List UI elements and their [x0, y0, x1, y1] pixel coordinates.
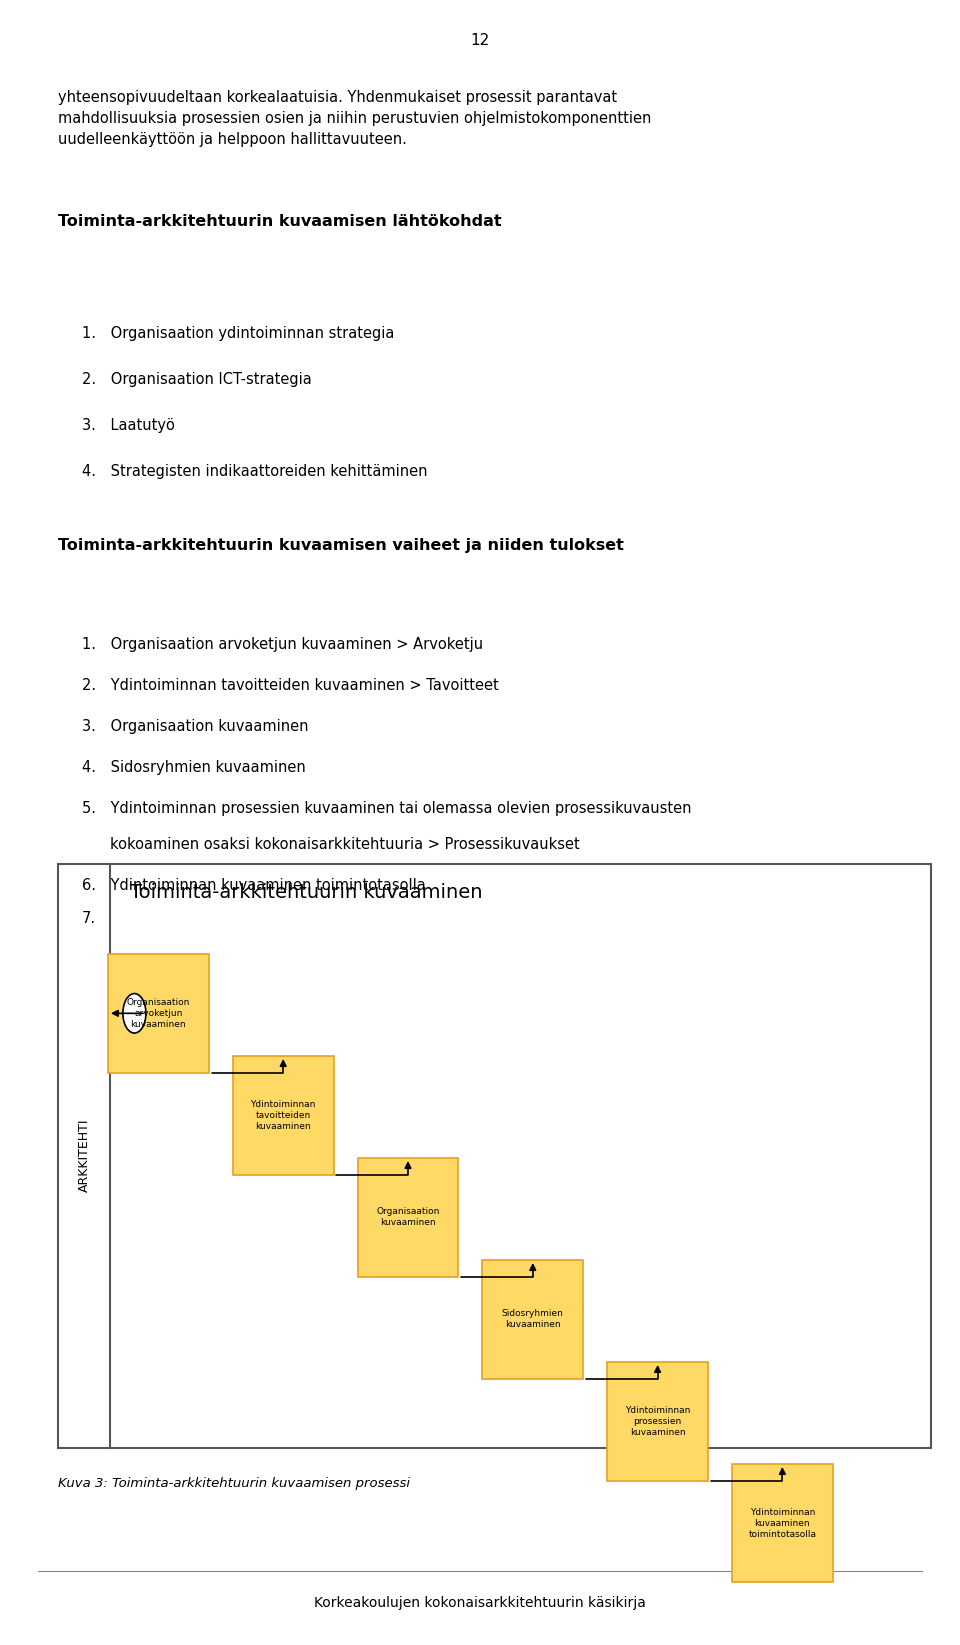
- FancyBboxPatch shape: [108, 954, 209, 1073]
- Text: Organisaation
arvoketjun
kuvaaminen: Organisaation arvoketjun kuvaaminen: [127, 999, 190, 1028]
- Text: Kuva 3: Toiminta-arkkitehtuurin kuvaamisen prosessi: Kuva 3: Toiminta-arkkitehtuurin kuvaamis…: [58, 1477, 410, 1490]
- Text: Ydintoiminnan
tavoitteiden
kuvaaminen: Ydintoiminnan tavoitteiden kuvaaminen: [251, 1101, 316, 1130]
- Text: Toiminta-arkkitehtuurin kuvaaminen: Toiminta-arkkitehtuurin kuvaaminen: [130, 883, 482, 903]
- Text: 4. Strategisten indikaattoreiden kehittäminen: 4. Strategisten indikaattoreiden kehittä…: [82, 464, 427, 479]
- Text: Korkeakoulujen kokonaisarkkitehtuurin käsikirja: Korkeakoulujen kokonaisarkkitehtuurin kä…: [314, 1596, 646, 1610]
- Text: Ydintoiminnan
kuvaaminen
toimintotasolla: Ydintoiminnan kuvaaminen toimintotasolla: [749, 1508, 816, 1538]
- FancyBboxPatch shape: [483, 1260, 584, 1379]
- FancyBboxPatch shape: [357, 1158, 459, 1277]
- Text: 12: 12: [470, 33, 490, 48]
- Text: Ydintoiminnan
prosessien
kuvaaminen: Ydintoiminnan prosessien kuvaaminen: [625, 1406, 690, 1436]
- Text: 2. Ydintoiminnan tavoitteiden kuvaaminen > Tavoitteet: 2. Ydintoiminnan tavoitteiden kuvaaminen…: [82, 678, 498, 693]
- Text: 4. Sidosryhmien kuvaaminen: 4. Sidosryhmien kuvaaminen: [82, 760, 305, 775]
- Text: 7.: 7.: [82, 911, 96, 926]
- Text: 3. Laatutyö: 3. Laatutyö: [82, 418, 175, 433]
- FancyBboxPatch shape: [608, 1362, 708, 1480]
- Text: Sidosryhmien
kuvaaminen: Sidosryhmien kuvaaminen: [502, 1309, 564, 1329]
- Text: ARKKITEHTI: ARKKITEHTI: [78, 1119, 90, 1193]
- Text: Toiminta-arkkitehtuurin kuvaamisen vaiheet ja niiden tulokset: Toiminta-arkkitehtuurin kuvaamisen vaihe…: [58, 538, 623, 553]
- Text: Toiminta-arkkitehtuurin kuvaamisen lähtökohdat: Toiminta-arkkitehtuurin kuvaamisen lähtö…: [58, 214, 501, 229]
- Circle shape: [123, 994, 146, 1033]
- Text: Organisaation
kuvaaminen: Organisaation kuvaaminen: [376, 1207, 440, 1227]
- Bar: [58, 864, 931, 1448]
- Text: 3. Organisaation kuvaaminen: 3. Organisaation kuvaaminen: [82, 719, 308, 734]
- FancyBboxPatch shape: [233, 1056, 334, 1175]
- Text: 1. Organisaation ydintoiminnan strategia: 1. Organisaation ydintoiminnan strategia: [82, 326, 394, 341]
- Text: yhteensopivuudeltaan korkealaatuisia. Yhdenmukaiset prosessit parantavat
mahdoll: yhteensopivuudeltaan korkealaatuisia. Yh…: [58, 90, 651, 148]
- FancyBboxPatch shape: [732, 1464, 833, 1582]
- Text: 5. Ydintoiminnan prosessien kuvaaminen tai olemassa olevien prosessikuvausten: 5. Ydintoiminnan prosessien kuvaaminen t…: [82, 801, 691, 816]
- Text: 2. Organisaation ICT-strategia: 2. Organisaation ICT-strategia: [82, 372, 311, 387]
- Text: 6. Ydintoiminnan kuvaaminen toimintotasolla: 6. Ydintoiminnan kuvaaminen toimintotaso…: [82, 878, 425, 893]
- Text: 1. Organisaation arvoketjun kuvaaminen > Arvoketju: 1. Organisaation arvoketjun kuvaaminen >…: [82, 637, 483, 651]
- Text: kokoaminen osaksi kokonaisarkkitehtuuria > Prosessikuvaukset: kokoaminen osaksi kokonaisarkkitehtuuria…: [110, 837, 580, 852]
